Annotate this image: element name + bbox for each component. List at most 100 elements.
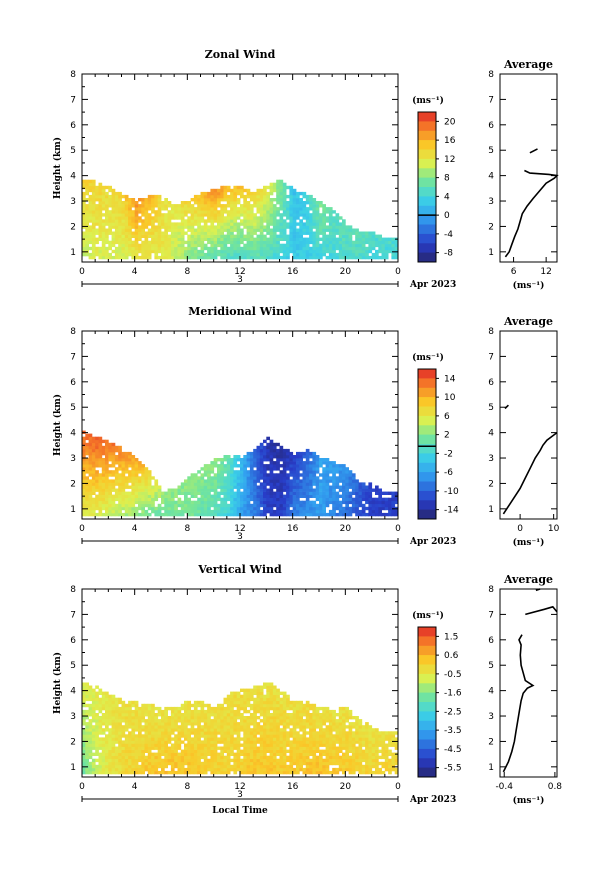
- heatmap-cell: [223, 210, 228, 214]
- heatmap-cell: [269, 749, 274, 753]
- heatmap-cell: [174, 237, 178, 241]
- heatmap-cell: [180, 201, 185, 205]
- heatmap-cell: [236, 479, 241, 483]
- heatmap-cell: [279, 479, 284, 483]
- heatmap-cell: [292, 473, 297, 477]
- heatmap-cell: [164, 491, 168, 495]
- heatmap-cell: [88, 207, 93, 211]
- heatmap-cell: [312, 225, 317, 229]
- heatmap-cell: [187, 222, 191, 226]
- heatmap-cell: [230, 461, 234, 465]
- heatmap-cell: [154, 491, 159, 495]
- heatmap-cell: [292, 494, 297, 498]
- heatmap-cell: [138, 464, 142, 468]
- heatmap-cell: [263, 191, 267, 196]
- heatmap-cell: [259, 207, 264, 211]
- heatmap-cell: [147, 731, 152, 735]
- heatmap-cell: [88, 198, 93, 202]
- heatmap-cell: [256, 476, 261, 480]
- heatmap-cell: [193, 198, 198, 202]
- heatmap-cell: [108, 709, 112, 714]
- heatmap-cell: [210, 706, 215, 711]
- heatmap-cell: [391, 503, 396, 508]
- heatmap-cell: [82, 439, 86, 444]
- heatmap-cell: [213, 246, 218, 251]
- heatmap-cell: [338, 488, 343, 492]
- heatmap-cell: [240, 713, 244, 717]
- heatmap-cell: [121, 219, 126, 223]
- heatmap-cell: [223, 700, 228, 705]
- heatmap-cell: [253, 491, 257, 495]
- heatmap-cell: [207, 231, 211, 235]
- heatmap-cell: [147, 255, 152, 260]
- x-tick-label: 20: [340, 267, 352, 277]
- heatmap-cell: [157, 722, 162, 726]
- heatmap-cell: [114, 752, 119, 756]
- heatmap-cell: [351, 246, 356, 251]
- heatmap-cell: [187, 731, 191, 735]
- heatmap-cell: [358, 512, 363, 517]
- colorbar-unit: (ms⁻¹): [412, 352, 444, 363]
- heatmap-cell: [134, 476, 139, 480]
- heatmap-cell: [101, 755, 106, 760]
- heatmap-cell: [361, 497, 366, 502]
- heatmap-cell: [105, 451, 109, 456]
- heatmap-cell: [276, 219, 280, 223]
- heatmap-cell: [243, 709, 247, 714]
- heatmap-cell: [272, 216, 277, 220]
- heatmap-cell: [164, 500, 168, 505]
- heatmap-cell: [193, 767, 198, 772]
- heatmap-cell: [111, 706, 116, 711]
- heatmap-cell: [95, 770, 99, 775]
- heatmap-cell: [233, 470, 238, 474]
- heatmap-cell: [147, 706, 152, 711]
- heatmap-cell: [98, 222, 103, 226]
- heatmap-cell: [256, 685, 261, 689]
- heatmap-cell: [217, 706, 221, 711]
- heatmap-cell: [111, 442, 116, 447]
- avg-y-tick-label: 3: [488, 454, 494, 464]
- heatmap-cell: [105, 500, 109, 505]
- heatmap-cell: [138, 713, 142, 717]
- heatmap-cell: [371, 246, 376, 251]
- heatmap-cell: [272, 461, 277, 465]
- heatmap-cell: [246, 213, 251, 217]
- heatmap-cell: [210, 737, 215, 741]
- heatmap-cell: [91, 216, 96, 220]
- heatmap-cell: [203, 509, 208, 514]
- heatmap-cell: [276, 207, 280, 211]
- heatmap-cell: [299, 482, 303, 486]
- heatmap-cell: [98, 722, 103, 726]
- heatmap-cell: [203, 204, 208, 208]
- heatmap-cell: [226, 767, 231, 772]
- heatmap-cell: [266, 464, 270, 468]
- heatmap-cell: [174, 491, 178, 495]
- heatmap-cell: [230, 722, 234, 726]
- heatmap-cell: [332, 461, 336, 465]
- heatmap-cell: [210, 470, 215, 474]
- heatmap-cell: [230, 706, 234, 711]
- heatmap-cell: [246, 719, 251, 723]
- heatmap-cell: [272, 703, 277, 708]
- heatmap-cell: [266, 491, 270, 495]
- heatmap-cell: [131, 709, 136, 714]
- heatmap-cell: [342, 512, 346, 517]
- heatmap-cell: [302, 464, 307, 468]
- heatmap-cell: [286, 464, 290, 468]
- heatmap-cell: [177, 716, 182, 720]
- heatmap-cell: [141, 503, 145, 508]
- heatmap-cell: [315, 458, 320, 462]
- heatmap-cell: [305, 464, 310, 468]
- heatmap-cell: [266, 722, 270, 726]
- heatmap-cell: [118, 512, 122, 517]
- heatmap-cell: [249, 464, 254, 468]
- heatmap-cell: [348, 470, 353, 474]
- heatmap-cell: [207, 207, 211, 211]
- heatmap-cell: [213, 494, 218, 498]
- heatmap-cell: [200, 494, 205, 498]
- heatmap-cell: [184, 485, 188, 489]
- heatmap-cell: [141, 464, 145, 468]
- x-tick-label: 4: [132, 524, 138, 534]
- heatmap-cell: [167, 219, 172, 223]
- heatmap-cell: [187, 246, 191, 251]
